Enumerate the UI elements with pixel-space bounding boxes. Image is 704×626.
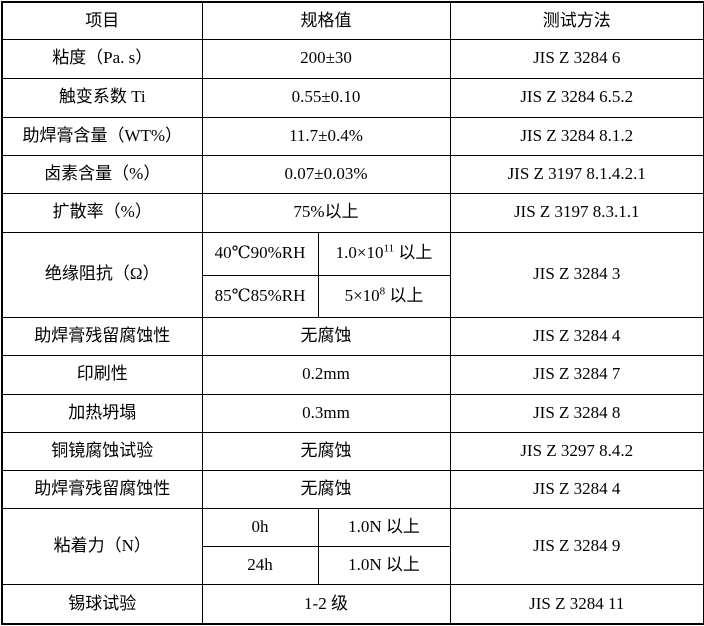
value-cell: 1.0N 以上 [317,545,451,585]
item-cell: 助焊膏含量（WT%） [1,116,203,156]
table-row: 加热坍塌 0.3mm JIS Z 3284 8 [1,393,704,433]
value-cell: 5×108 以上 [317,274,451,318]
method-cell: JIS Z 3284 7 [449,354,704,395]
table-row: 铜镜腐蚀试验 无腐蚀 JIS Z 3297 8.4.2 [1,431,704,471]
item-cell: 触变系数 Ti [1,77,203,118]
value-exponent: 8 [379,285,386,298]
table-row-adhesion: 粘着力（N） 0h 1.0N 以上 JIS Z 3284 9 [1,507,704,585]
spec-cell: 11.7±0.4% [201,116,451,156]
item-cell: 绝缘阻抗（Ω） [1,231,203,318]
table-row: 触变系数 Ti 0.55±0.10 JIS Z 3284 6.5.2 [1,77,704,118]
method-cell: JIS Z 3284 4 [449,316,704,356]
spec-cell: 1-2 级 [201,583,451,625]
spec-cell: 无腐蚀 [201,431,451,471]
item-cell: 卤素含量（%） [1,154,203,194]
item-cell: 粘度（Pa. s） [1,38,203,79]
condition-cell: 0h [201,507,319,547]
table-row-insulation: 绝缘阻抗（Ω） 40℃90%RH 1.0×1011 以上 JIS Z 3284 … [1,231,704,318]
condition-cell: 40℃90%RH [201,231,319,276]
method-cell: JIS Z 3284 4 [449,469,704,509]
method-cell: JIS Z 3297 8.4.2 [449,431,704,471]
item-cell: 印刷性 [1,354,203,395]
value-exponent: 11 [383,242,395,255]
item-cell: 加热坍塌 [1,393,203,433]
table-row: 锡球试验 1-2 级 JIS Z 3284 11 [1,583,704,625]
spec-cell: 无腐蚀 [201,469,451,509]
table-row-insulation-sub: 85℃85%RH 5×108 以上 [2,274,704,318]
condition-cell: 85℃85%RH [201,274,319,318]
method-cell: JIS Z 3284 8 [449,393,704,433]
method-cell: JIS Z 3284 6 [449,38,704,79]
value-base: 5×10 [344,285,380,305]
value-cell: 1.0×1011 以上 [317,231,451,276]
method-cell: JIS Z 3284 6.5.2 [449,77,704,118]
table-row: 卤素含量（%） 0.07±0.03% JIS Z 3197 8.1.4.2.1 [1,154,704,194]
value-base: 1.0×10 [335,243,384,263]
spec-cell: 0.55±0.10 [201,77,451,118]
header-row: 项目 规格值 测试方法 [1,1,704,40]
spec-cell: 200±30 [201,38,451,79]
value-cell: 1.0N 以上 [317,507,451,547]
table-row: 粘度（Pa. s） 200±30 JIS Z 3284 6 [1,38,704,79]
method-cell: JIS Z 3284 8.1.2 [449,116,704,156]
item-cell: 扩散率（%） [1,192,203,233]
item-cell: 锡球试验 [1,583,203,625]
method-cell: JIS Z 3197 8.1.4.2.1 [449,154,704,194]
spec-cell: 75%以上 [201,192,451,233]
table-row: 助焊膏残留腐蚀性 无腐蚀 JIS Z 3284 4 [1,316,704,356]
header-item: 项目 [1,1,203,40]
header-method: 测试方法 [449,1,704,40]
method-cell: JIS Z 3197 8.3.1.1 [449,192,704,233]
item-cell: 铜镜腐蚀试验 [1,431,203,471]
value-suffix: 以上 [385,285,424,305]
spec-cell: 无腐蚀 [201,316,451,356]
table-row-adhesion-sub: 24h 1.0N 以上 [2,545,704,585]
header-spec: 规格值 [201,1,451,40]
method-cell: JIS Z 3284 9 [449,507,704,585]
table-row: 扩散率（%） 75%以上 JIS Z 3197 8.3.1.1 [1,192,704,233]
table-row: 印刷性 0.2mm JIS Z 3284 7 [1,354,704,395]
spec-cell: 0.2mm [201,354,451,395]
spec-cell: 0.07±0.03% [201,154,451,194]
item-cell: 粘着力（N） [1,507,203,585]
method-cell: JIS Z 3284 3 [449,231,704,318]
condition-cell: 24h [201,545,319,585]
item-cell: 助焊膏残留腐蚀性 [1,316,203,356]
table-row: 助焊膏含量（WT%） 11.7±0.4% JIS Z 3284 8.1.2 [1,116,704,156]
table-row: 助焊膏残留腐蚀性 无腐蚀 JIS Z 3284 4 [1,469,704,509]
spec-cell: 0.3mm [201,393,451,433]
item-cell: 助焊膏残留腐蚀性 [1,469,203,509]
value-suffix: 以上 [394,243,433,263]
method-cell: JIS Z 3284 11 [449,583,704,625]
